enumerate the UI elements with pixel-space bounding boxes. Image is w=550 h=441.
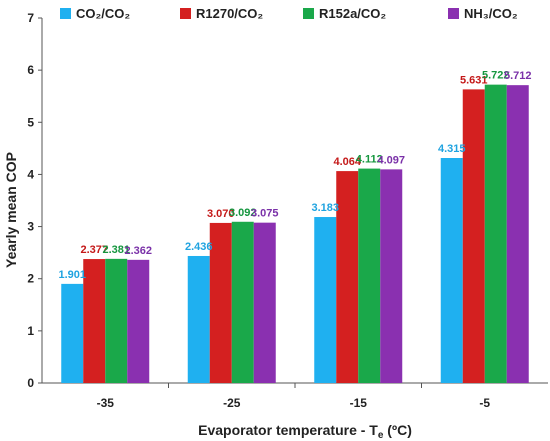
bar [380,169,403,383]
legend-label: NH₃/CO₂ [464,6,518,21]
x-axis-title-main: Evaporator temperature - T [198,422,378,438]
y-tick-label: 1 [27,324,34,338]
x-axis-title: Evaporator temperature - Te (ºC) [198,422,412,441]
bar [209,222,232,383]
bar [336,171,359,383]
x-tick-label: -15 [350,396,368,410]
bar [462,89,485,383]
data-label: 3.092 [229,207,257,219]
legend-label: R1270/CO₂ [196,6,264,21]
x-tick-label: -5 [479,396,490,410]
x-axis: -35 -25 -15 -5 [42,382,548,410]
data-label: 2.362 [124,245,152,257]
y-tick-label: 6 [27,63,34,77]
legend-swatch [180,8,191,19]
data-label: 5.631 [460,74,488,86]
bar [253,222,276,383]
y-tick-label: 2 [27,272,34,286]
y-tick-label: 5 [27,115,34,129]
y-tick-label: 0 [27,376,34,390]
x-tick-label: -25 [223,396,241,410]
bar [61,283,84,383]
data-label: 4.112 [356,154,383,166]
bar [484,84,507,383]
y-tick-label: 4 [27,167,34,181]
legend-item: R152a/CO₂ [303,6,386,21]
bar [83,259,106,383]
data-label: 3.070 [207,208,235,220]
data-label: 4.097 [377,154,405,166]
y-tick-label: 7 [27,11,34,25]
bars [61,84,529,383]
data-label: 4.064 [333,156,361,168]
data-label: 2.436 [185,241,213,253]
bar [314,217,337,383]
bar [506,85,529,383]
bar [105,258,128,383]
legend-item: NH₃/CO₂ [448,6,518,21]
data-label: 1.901 [58,269,86,281]
bar [127,259,150,383]
data-label: 2.381 [102,244,130,256]
x-tick-label: -35 [97,396,115,410]
y-axis-title: Yearly mean COP [3,152,19,268]
data-label: 3.183 [311,202,339,214]
x-axis-title-subscript: e [378,430,384,441]
bar [231,221,254,383]
bar [440,158,463,383]
legend-item: CO₂/CO₂ [60,6,130,21]
bar [358,168,381,383]
y-tick-label: 3 [27,220,34,234]
data-label: 3.075 [251,208,279,220]
legend-item: R1270/CO₂ [180,6,263,21]
data-label: 2.377 [80,244,108,256]
legend-swatch [448,8,459,19]
data-label: 5.722 [482,70,510,82]
data-labels: 1.901 2.436 3.183 4.315 2.377 3.070 4.064 5.631… [58,70,531,281]
bar [187,255,210,383]
legend-label: CO₂/CO₂ [76,6,131,21]
data-label: 4.315 [438,143,466,155]
x-axis-title-unit: (ºC) [383,422,411,438]
legend-label: R152a/CO₂ [319,6,387,21]
legend-swatch [60,8,71,19]
y-axis: 0 1 2 3 4 5 6 7 [27,11,43,390]
legend: CO₂/CO₂ R1270/CO₂ R152a/CO₂ NH₃/CO₂ [60,2,548,26]
data-label: 5.712 [504,70,532,82]
legend-swatch [303,8,314,19]
